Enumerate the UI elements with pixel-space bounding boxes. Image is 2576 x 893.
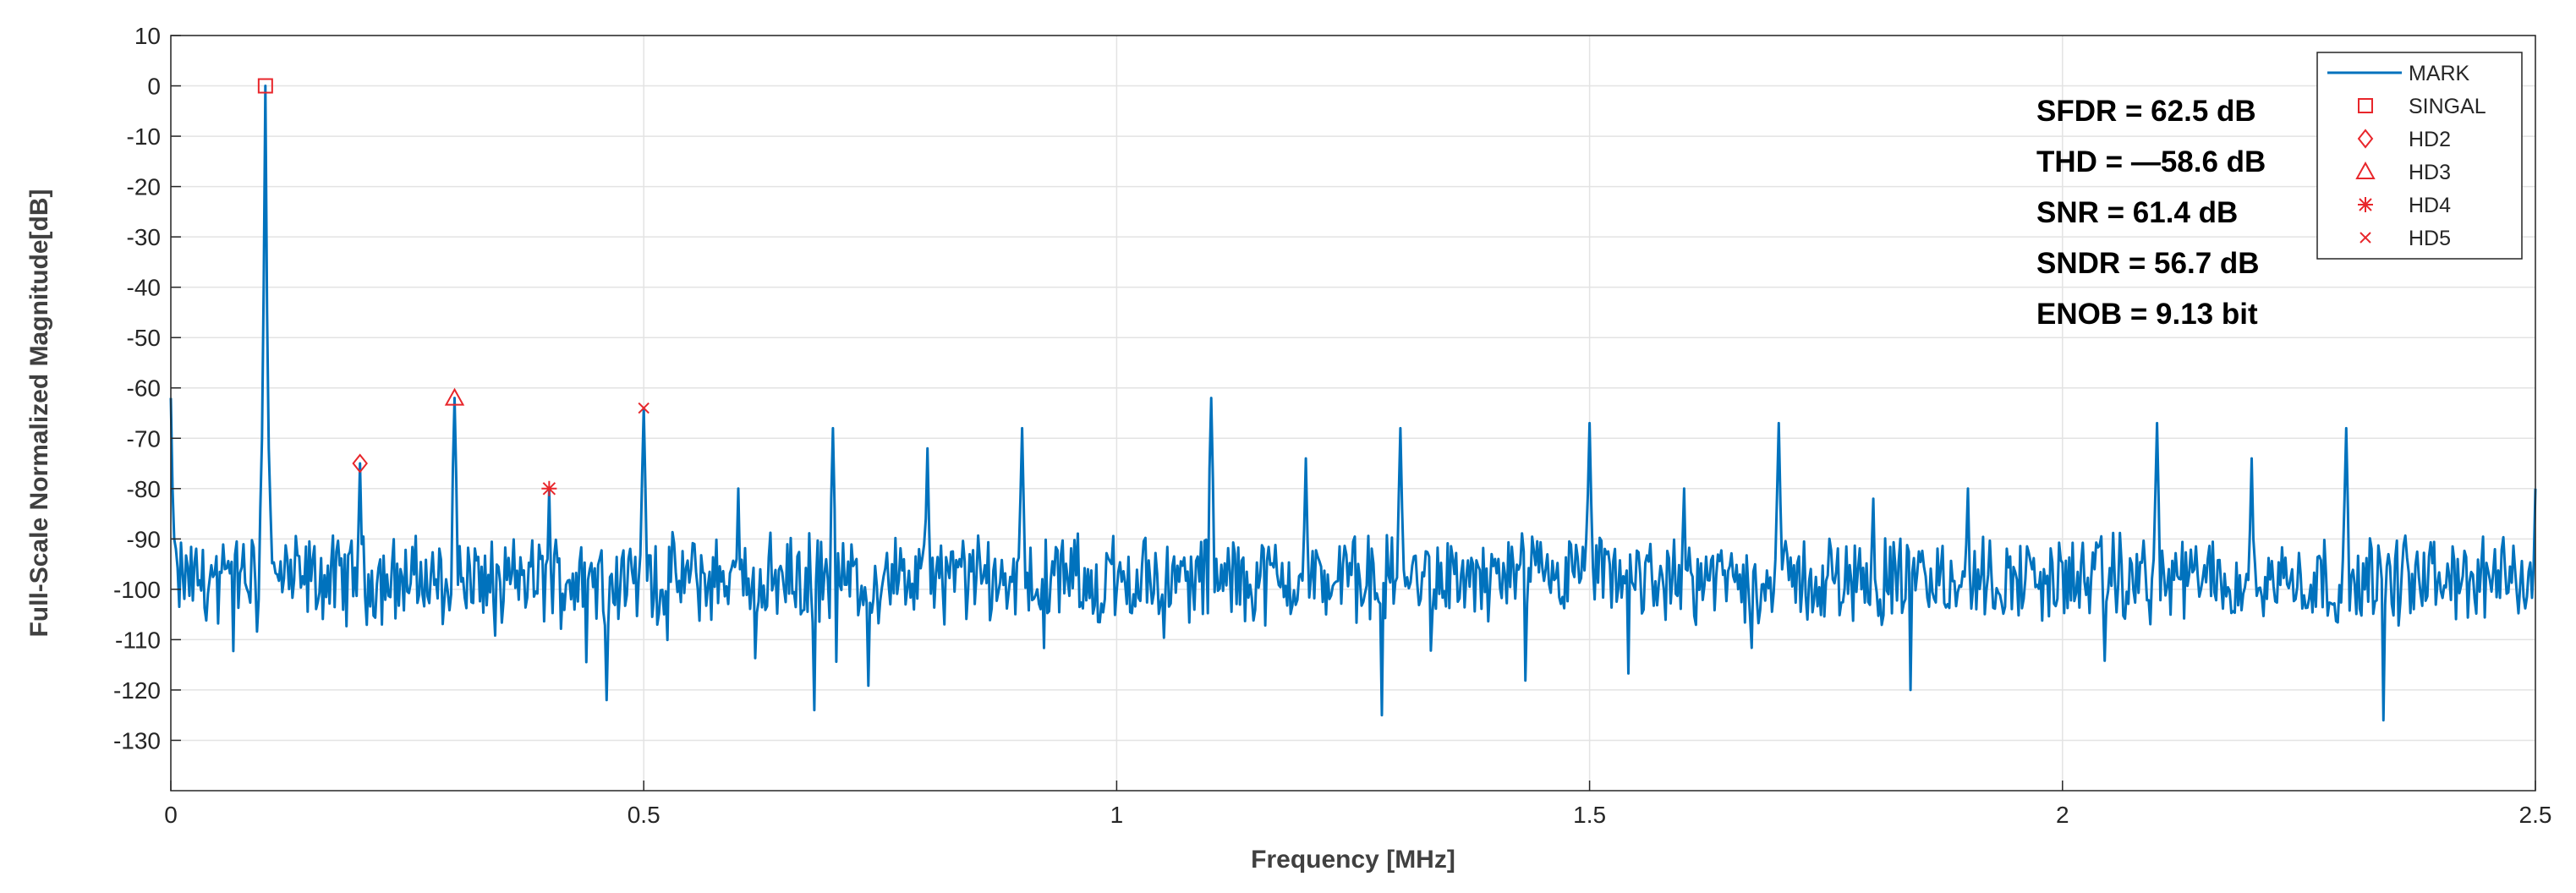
y-tick-label: -60 <box>127 375 161 402</box>
metrics-annotations: SFDR = 62.5 dB THD = —58.6 dB SNR = 61.4… <box>2036 95 2266 331</box>
marker-hd2 <box>352 453 368 474</box>
x-tick-label: 2 <box>2056 802 2069 828</box>
x-axis-title: Frequency [MHz] <box>1251 846 1455 874</box>
y-tick-label: 0 <box>147 74 161 100</box>
plot-area <box>171 36 2535 791</box>
y-tick-label: -10 <box>127 123 161 150</box>
y-tick-label: 10 <box>134 23 161 49</box>
x-tick-label: 0 <box>164 802 178 828</box>
y-axis-title: Full-Scale Normalized Magnitude[dB] <box>25 189 53 637</box>
x-tick-label: 0.5 <box>628 802 660 828</box>
plot-frame <box>170 35 2536 792</box>
marker-hd5 <box>638 402 649 414</box>
marker-hd3 <box>444 387 465 406</box>
legend-symbol-singal <box>2358 98 2373 113</box>
legend-label: SINGAL <box>2409 95 2486 118</box>
x-tick-label: 1.5 <box>1573 802 1606 828</box>
metric-thd: THD = —58.6 dB <box>2036 145 2266 178</box>
metric-sndr: SNDR = 56.7 dB <box>2036 247 2260 280</box>
marker-singal <box>257 78 273 94</box>
legend-label: MARK <box>2409 62 2470 85</box>
y-tick-label: -100 <box>113 577 161 603</box>
y-tick-label: -130 <box>113 727 161 753</box>
y-tick-label: -70 <box>127 425 161 452</box>
y-tick-label: -90 <box>127 526 161 552</box>
marker-hd4 <box>541 480 557 496</box>
metric-sfdr: SFDR = 62.5 dB <box>2036 95 2256 128</box>
metric-enob: ENOB = 9.13 bit <box>2036 298 2258 331</box>
legend: MARK SINGAL HD2 HD3 HD4 HD5 <box>2316 52 2523 260</box>
spectrum-line <box>169 85 2537 722</box>
grid-lines <box>170 35 2536 791</box>
legend-symbol-hd2 <box>2357 129 2374 149</box>
y-tick-label: -120 <box>113 677 161 704</box>
metric-snr: SNR = 61.4 dB <box>2036 196 2238 229</box>
legend-symbol-hd4 <box>2358 197 2373 212</box>
x-tick-labels: 0 0.5 1 1.5 2 2.5 <box>164 802 2551 828</box>
y-tick-label: -30 <box>127 224 161 250</box>
y-tick-label: -20 <box>127 174 161 200</box>
legend-label: HD3 <box>2409 161 2451 184</box>
harmonic-markers <box>257 78 649 496</box>
legend-label: HD5 <box>2409 227 2451 250</box>
y-tick-label: -80 <box>127 476 161 502</box>
legend-label: HD4 <box>2409 194 2451 217</box>
legend-symbol-hd5 <box>2360 232 2371 244</box>
y-tick-label: -110 <box>115 627 161 653</box>
x-tick-label: 1 <box>1110 802 1124 828</box>
y-tick-label: -40 <box>127 275 161 301</box>
y-tick-labels: 10 0 -10 -20 -30 -40 -50 -60 -70 -80 -90 -100 -110 -1… <box>113 23 161 753</box>
legend-label: HD2 <box>2409 128 2451 151</box>
x-tick-label: 2.5 <box>2519 802 2552 828</box>
legend-box <box>2316 52 2523 260</box>
y-tick-label: -50 <box>127 325 161 351</box>
legend-symbol-hd3 <box>2355 161 2376 179</box>
axis-ticks <box>170 35 2536 791</box>
